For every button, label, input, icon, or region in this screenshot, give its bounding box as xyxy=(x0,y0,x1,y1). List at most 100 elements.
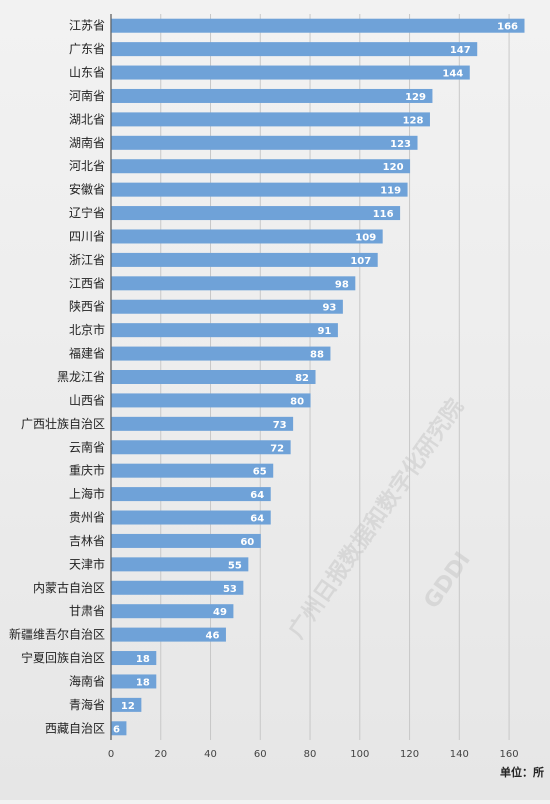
category-label: 海南省 xyxy=(69,673,105,688)
category-label: 青海省 xyxy=(69,697,105,712)
value-label: 93 xyxy=(322,303,336,314)
bar xyxy=(111,65,470,80)
value-label: 82 xyxy=(295,373,309,384)
bar xyxy=(111,510,271,525)
value-label: 12 xyxy=(121,701,135,712)
value-label: 18 xyxy=(136,677,150,688)
value-label: 73 xyxy=(273,420,287,431)
value-label: 123 xyxy=(390,139,411,150)
bar xyxy=(111,440,291,455)
x-tick-label: 120 xyxy=(400,749,419,760)
bar xyxy=(111,323,338,338)
value-label: 107 xyxy=(350,256,371,267)
category-label: 甘肃省 xyxy=(69,604,105,618)
bar xyxy=(111,229,383,244)
watermark: 广州日报数据和数字化研究院 GDDI xyxy=(284,394,476,643)
bar xyxy=(111,651,157,666)
category-label: 辽宁省 xyxy=(69,205,105,220)
category-label: 内蒙古自治区 xyxy=(33,580,105,595)
x-tick-label: 60 xyxy=(254,749,267,760)
bar xyxy=(111,674,157,689)
value-label: 129 xyxy=(405,92,426,103)
category-label: 浙江省 xyxy=(69,253,105,267)
category-label: 山东省 xyxy=(69,66,105,80)
bar xyxy=(111,88,433,103)
bar xyxy=(111,276,356,291)
bar xyxy=(111,580,244,595)
bar xyxy=(111,627,226,642)
x-tick-label: 40 xyxy=(204,749,217,760)
bar xyxy=(111,112,430,127)
value-label: 144 xyxy=(442,69,463,80)
x-tick-label: 100 xyxy=(350,749,369,760)
value-label: 166 xyxy=(497,22,518,33)
bar xyxy=(111,42,478,57)
category-label: 山西省 xyxy=(69,393,105,407)
bar-layer: 166 147 144 129 128 123 120 119 116 109 107 98 93 91 8… xyxy=(111,18,525,736)
x-tick-label: 20 xyxy=(154,749,167,760)
bar xyxy=(111,416,294,431)
category-label: 天津市 xyxy=(69,556,105,571)
value-label: 60 xyxy=(240,537,254,548)
x-tick-label: 80 xyxy=(304,749,317,760)
value-label: 119 xyxy=(380,186,401,197)
bar xyxy=(111,159,411,174)
category-label: 福建省 xyxy=(69,346,105,361)
bar xyxy=(111,393,311,408)
category-label: 上海市 xyxy=(69,486,105,501)
category-label: 江西省 xyxy=(69,276,105,290)
watermark-logo-text: GDDI xyxy=(419,548,475,614)
category-label: 河北省 xyxy=(69,159,105,173)
category-label: 新疆维吾尔自治区 xyxy=(9,627,105,642)
value-label: 55 xyxy=(228,560,242,571)
bar xyxy=(111,18,525,33)
value-label: 64 xyxy=(250,514,264,525)
value-label: 64 xyxy=(250,490,264,501)
axis-layer: 0 20 40 60 80 100 120 140 160 江苏省广东省山东省河南省湖北省湖南省河… xyxy=(9,19,519,760)
bar xyxy=(111,604,234,619)
value-label: 53 xyxy=(223,584,237,595)
bar xyxy=(111,252,378,267)
value-label: 18 xyxy=(136,654,150,665)
value-label: 147 xyxy=(450,45,471,56)
bar xyxy=(111,721,127,736)
value-label: 46 xyxy=(206,631,220,642)
bar xyxy=(111,557,249,572)
value-label: 109 xyxy=(355,232,376,243)
value-label: 98 xyxy=(335,279,349,290)
category-label: 北京市 xyxy=(69,322,105,337)
value-label: 6 xyxy=(113,724,120,735)
category-label: 西藏自治区 xyxy=(45,721,105,735)
category-label: 湖南省 xyxy=(69,135,105,150)
category-label: 江苏省 xyxy=(69,19,105,33)
unit-label: 单位：所 xyxy=(500,765,544,779)
x-tick-label: 0 xyxy=(108,749,114,760)
bar xyxy=(111,370,316,384)
category-label: 黑龙江省 xyxy=(57,370,105,384)
bar xyxy=(111,463,274,478)
bar xyxy=(111,697,142,712)
value-label: 72 xyxy=(270,443,284,454)
value-label: 65 xyxy=(253,467,267,478)
bar xyxy=(111,487,271,502)
x-tick-label: 140 xyxy=(450,749,469,760)
category-label: 安徽省 xyxy=(69,182,105,197)
category-label: 广东省 xyxy=(69,42,105,56)
x-tick-label: 160 xyxy=(500,749,519,760)
category-label: 广西壮族自治区 xyxy=(21,417,105,431)
bar xyxy=(111,346,331,361)
category-label: 四川省 xyxy=(69,229,105,243)
value-label: 88 xyxy=(310,350,324,361)
value-label: 120 xyxy=(383,162,404,173)
category-label: 湖北省 xyxy=(69,111,105,126)
bar xyxy=(111,533,261,548)
category-label: 贵州省 xyxy=(69,511,105,525)
value-label: 49 xyxy=(213,607,227,618)
value-label: 80 xyxy=(290,396,304,407)
category-label: 陕西省 xyxy=(69,299,105,314)
category-label: 河南省 xyxy=(69,88,105,103)
value-label: 116 xyxy=(373,209,394,220)
category-label: 宁夏回族自治区 xyxy=(21,650,105,665)
value-label: 91 xyxy=(317,326,331,337)
